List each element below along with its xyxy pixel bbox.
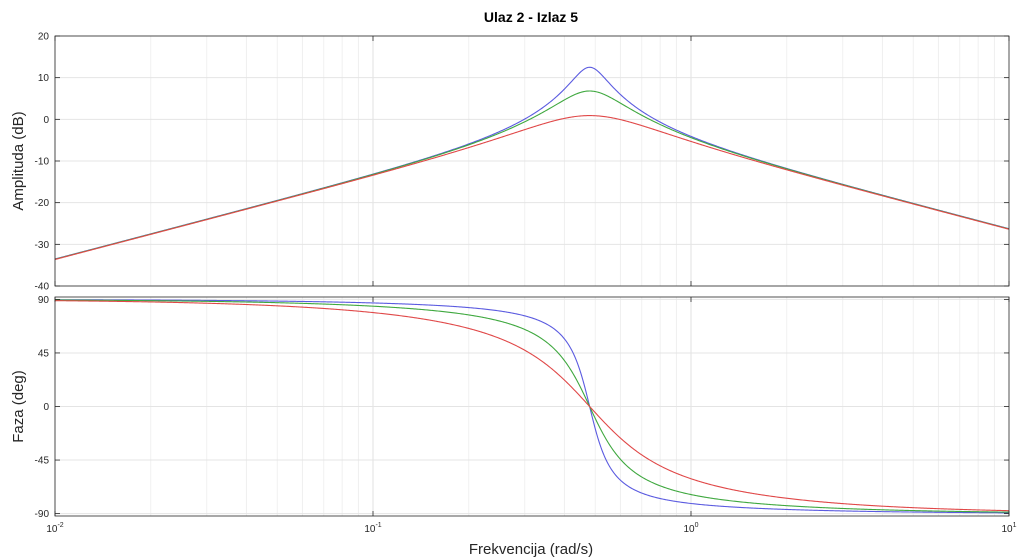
y-tick-label: -10 (35, 157, 50, 168)
phase-series-line-2 (55, 299, 1009, 513)
plot-panels: -40 -30 -20 -10 0 10 20 Amplituda (dB) -90 -45 0 45… (10, 32, 1017, 536)
amplitude-series-line-3 (55, 115, 1009, 261)
amplitude-panel: -40 -30 -20 -10 0 10 20 Amplituda (dB) (10, 32, 1010, 293)
y-tick-label: 45 (38, 348, 50, 359)
y-tick-label: 0 (43, 115, 49, 126)
y-tick-label: -30 (35, 240, 50, 251)
y-tick-label: 10 (38, 73, 50, 84)
phase-y-axis-label: Faza (deg) (10, 370, 27, 443)
y-tick-label: 20 (38, 32, 50, 43)
y-tick-label: -45 (35, 456, 50, 467)
x-tick-label: 10-2 (46, 522, 63, 535)
chart-title: Ulaz 2 - Izlaz 5 (484, 9, 578, 25)
phase-series-line-1 (55, 299, 1009, 514)
amplitude-y-axis-label: Amplituda (dB) (10, 111, 27, 210)
x-axis-label: Frekvencija (rad/s) (469, 541, 593, 558)
y-tick-label: 90 (38, 295, 50, 306)
y-tick-label: -20 (35, 198, 50, 209)
y-tick-label: 0 (43, 402, 49, 413)
y-tick-label: -40 (35, 282, 50, 293)
x-tick-label: 101 (1001, 522, 1016, 535)
y-tick-label: -90 (35, 509, 50, 520)
phase-series-line-3 (55, 300, 1009, 512)
x-tick-label: 100 (683, 522, 698, 535)
phase-panel: -90 -45 0 45 90 Faza (deg) (10, 295, 1010, 520)
x-tick-label: 10-1 (364, 522, 381, 535)
